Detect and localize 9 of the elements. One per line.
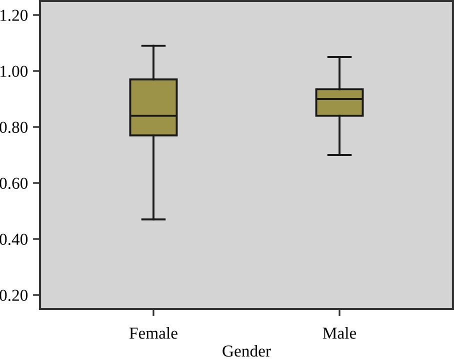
y-tick-label: 0.40	[0, 234, 28, 246]
y-tick-label: 0.60	[0, 178, 28, 190]
y-tick-label: 0.20	[0, 290, 28, 302]
y-tick-label: 1.20	[0, 10, 28, 22]
x-tick-label: Male	[322, 327, 356, 339]
x-tick-label: Female	[129, 327, 178, 339]
y-tick-label: 1.00	[0, 66, 28, 78]
x-axis-title: Gender	[222, 344, 271, 357]
y-tick-label: 0.80	[0, 122, 28, 134]
